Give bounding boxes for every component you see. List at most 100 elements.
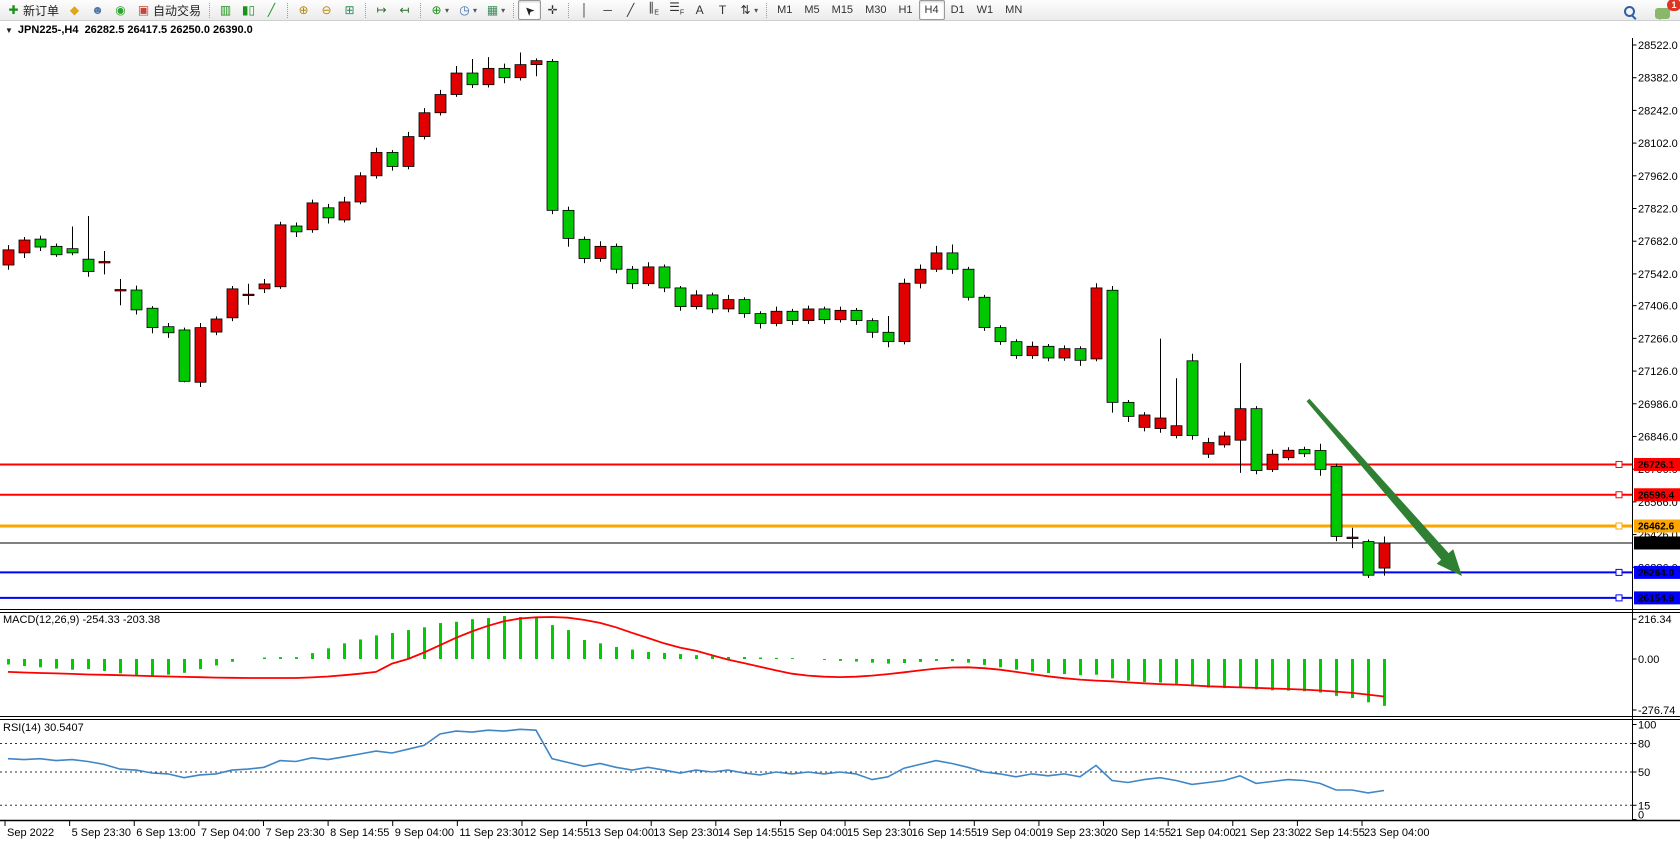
price-tag: 26154.9 — [1638, 593, 1675, 604]
timeframe-M5[interactable]: M5 — [804, 4, 820, 16]
candle-chart-button[interactable]: ▮▯ — [237, 0, 260, 20]
candle-body — [1058, 348, 1071, 359]
timeframe-W1[interactable]: W1 — [976, 4, 994, 16]
toolbar-separator — [287, 2, 289, 18]
auto-trading-button[interactable]: ▣ 自动交易 — [137, 2, 202, 18]
candle-body — [546, 60, 559, 211]
zoom-out-button[interactable]: ⊖ — [315, 0, 338, 20]
horizontal-price-lines[interactable] — [0, 460, 1633, 602]
candle-body — [386, 152, 399, 167]
svg-text:15: 15 — [1638, 800, 1650, 812]
timeframe-M30[interactable]: M30 — [865, 4, 887, 16]
horizontal-line-button[interactable]: ─ — [596, 0, 619, 20]
bar-chart-button[interactable]: ▥ — [214, 0, 237, 20]
macd-signal-line — [7, 616, 1385, 698]
candle-body — [1234, 408, 1247, 441]
svg-text:0: 0 — [1638, 810, 1644, 822]
zoom-in-button[interactable]: ⊕ — [292, 0, 315, 20]
tile-windows-icon: ⊞ — [344, 2, 355, 17]
zoom-in-icon: ⊕ — [298, 2, 309, 17]
candle-body — [114, 289, 127, 292]
gold-button[interactable]: ◆ — [63, 0, 86, 20]
auto-scroll-button[interactable]: ↦ — [370, 0, 393, 20]
candle-body — [242, 293, 255, 297]
indicators-button[interactable]: ⊕ ▾ — [425, 0, 453, 20]
candle-body — [818, 308, 831, 321]
candle-body — [882, 331, 895, 343]
time-label: 13 Sep 23:30 — [653, 827, 718, 839]
crosshair-button[interactable]: ✛ — [541, 0, 564, 20]
svg-text:27406.0: 27406.0 — [1638, 301, 1678, 313]
candle-body — [1346, 536, 1359, 539]
arrows-button[interactable]: ⇅ ▾ — [734, 0, 762, 20]
cursor-button[interactable]: ➤ — [518, 0, 542, 20]
time-label: 21 Sep 23:30 — [1235, 827, 1300, 839]
chat-button[interactable]: 1 — [1651, 0, 1680, 22]
time-axis: Sep 2022 5 Sep 23:30 6 Sep 13:00 7 Sep 04:0… — [4, 821, 1429, 839]
svg-text:28522.0: 28522.0 — [1638, 40, 1678, 52]
price-tag: 26264.0 — [1638, 568, 1675, 579]
price-tag: 26596.4 — [1638, 490, 1675, 501]
equidistant-channel-button[interactable]: ∥E — [642, 0, 665, 20]
bar-chart-icon: ▥ — [219, 2, 232, 17]
trend-arrow[interactable] — [1306, 398, 1463, 576]
time-label: 14 Sep 14:55 — [718, 827, 783, 839]
market-watch-button[interactable]: ☻ — [86, 0, 109, 20]
search-button[interactable] — [1619, 2, 1641, 22]
timeframe-MN[interactable]: MN — [1005, 4, 1023, 16]
rsi-line — [7, 728, 1385, 794]
chart-dropdown-icon[interactable]: ▼ — [5, 25, 13, 35]
time-label: 7 Sep 04:00 — [201, 827, 260, 839]
timeframe-D1[interactable]: D1 — [950, 4, 965, 16]
timeframe-M15[interactable]: M15 — [831, 4, 854, 16]
add-indicator-icon: ⊕ — [431, 2, 442, 17]
time-label: 12 Sep 14:55 — [524, 827, 589, 839]
vertical-line-button[interactable]: │ — [573, 0, 596, 20]
candle-body — [354, 175, 367, 203]
candle-body — [1154, 417, 1167, 429]
timeframe-M1[interactable]: M1 — [777, 4, 793, 16]
candle-body — [626, 268, 639, 285]
toolbar-separator — [365, 2, 367, 18]
tile-windows-button[interactable]: ⊞ — [338, 0, 361, 20]
timeframe-H1[interactable]: H1 — [898, 4, 913, 16]
candle-body — [562, 209, 575, 239]
periods-button[interactable]: ◷ ▾ — [453, 0, 481, 20]
svg-text:216.34: 216.34 — [1638, 614, 1672, 626]
time-label: Sep 2022 — [7, 827, 54, 839]
template-icon: ▦ — [486, 2, 499, 17]
candle-body — [34, 238, 47, 248]
new-order-button[interactable]: ✚ 新订单 — [2, 0, 63, 20]
candle-body — [66, 248, 79, 254]
time-label: 15 Sep 04:00 — [782, 827, 847, 839]
candle-body — [1026, 345, 1039, 357]
price-tags: 26726.1 26596.4 26462.6 26264.0 26154.9 26390… — [1634, 457, 1680, 605]
candle-body — [146, 307, 159, 329]
svg-text:27962.0: 27962.0 — [1638, 171, 1678, 183]
timeframe-H4[interactable]: H4 — [918, 0, 945, 20]
text-button[interactable]: A — [688, 0, 711, 20]
autotrade-icon: ▣ — [137, 2, 150, 17]
fibonacci-icon: ☰F — [669, 0, 685, 17]
chart-shift-button[interactable]: ↤ — [393, 0, 416, 20]
time-label: 20 Sep 14:55 — [1106, 827, 1171, 839]
templates-button[interactable]: ▦ ▾ — [481, 0, 509, 20]
fibonacci-button[interactable]: ☰F — [665, 0, 688, 20]
text-icon: A — [695, 2, 704, 17]
candle-body — [738, 299, 751, 315]
trendline-button[interactable]: ╱ — [619, 0, 642, 20]
new-order-icon: ✚ — [8, 2, 19, 17]
candle-body — [930, 252, 943, 270]
signals-button[interactable]: ◉ — [109, 0, 132, 20]
text-label-button[interactable]: T — [711, 0, 734, 20]
svg-text:27266.0: 27266.0 — [1638, 333, 1678, 345]
candle-body — [226, 288, 239, 319]
candle-body — [786, 310, 799, 322]
svg-text:80: 80 — [1638, 739, 1650, 751]
line-chart-button[interactable]: ╱ — [260, 0, 283, 20]
candle-body — [594, 245, 607, 259]
time-label: 8 Sep 14:55 — [330, 827, 389, 839]
candle-body — [338, 201, 351, 221]
time-label: 9 Sep 04:00 — [395, 827, 454, 839]
